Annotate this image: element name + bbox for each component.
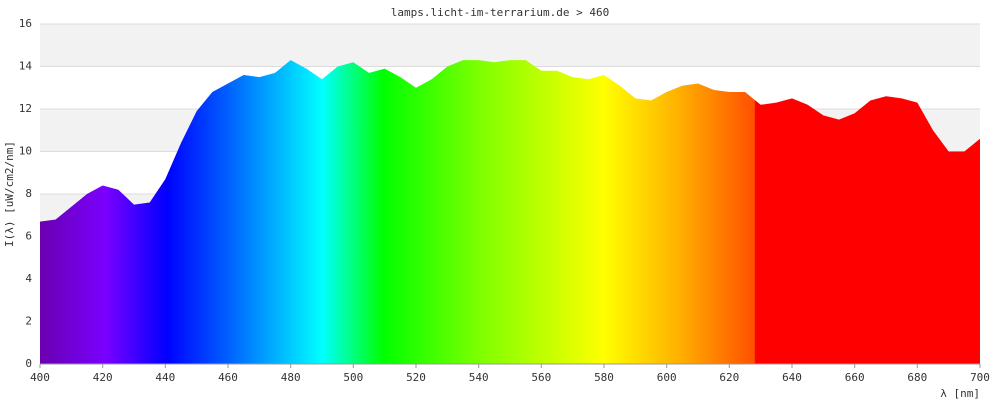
- chart-title: lamps.licht-im-terrarium.de > 460: [391, 6, 610, 19]
- title-box: [388, 6, 612, 21]
- y-tick-label: 2: [25, 315, 32, 328]
- x-tick-label: 660: [845, 371, 865, 384]
- x-tick-label: 460: [218, 371, 238, 384]
- y-tick-label: 12: [19, 102, 32, 115]
- x-tick-label: 620: [719, 371, 739, 384]
- x-tick-label: 580: [594, 371, 614, 384]
- x-tick-label: 600: [657, 371, 677, 384]
- x-tick-label: 540: [469, 371, 489, 384]
- x-tick-label: 400: [30, 371, 50, 384]
- x-tick-label: 640: [782, 371, 802, 384]
- y-tick-label: 10: [19, 145, 32, 158]
- x-tick-label: 480: [281, 371, 301, 384]
- grid-band: [40, 24, 980, 67]
- x-tick-label: 560: [531, 371, 551, 384]
- x-axis-label: λ [nm]: [940, 387, 980, 400]
- x-tick-label: 420: [93, 371, 113, 384]
- y-tick-label: 8: [25, 187, 32, 200]
- y-tick-label: 4: [25, 272, 32, 285]
- y-tick-label: 6: [25, 230, 32, 243]
- x-tick-label: 520: [406, 371, 426, 384]
- y-tick-label: 16: [19, 17, 32, 30]
- y-tick-label: 0: [25, 357, 32, 370]
- x-tick-label: 680: [907, 371, 927, 384]
- y-axis-label: I(λ) [uW/cm2/nm]: [3, 141, 16, 247]
- y-tick-label: 14: [19, 60, 33, 73]
- x-tick-label: 700: [970, 371, 990, 384]
- x-tick-label: 500: [343, 371, 363, 384]
- spectrum-area: [40, 60, 980, 364]
- x-tick-label: 440: [155, 371, 175, 384]
